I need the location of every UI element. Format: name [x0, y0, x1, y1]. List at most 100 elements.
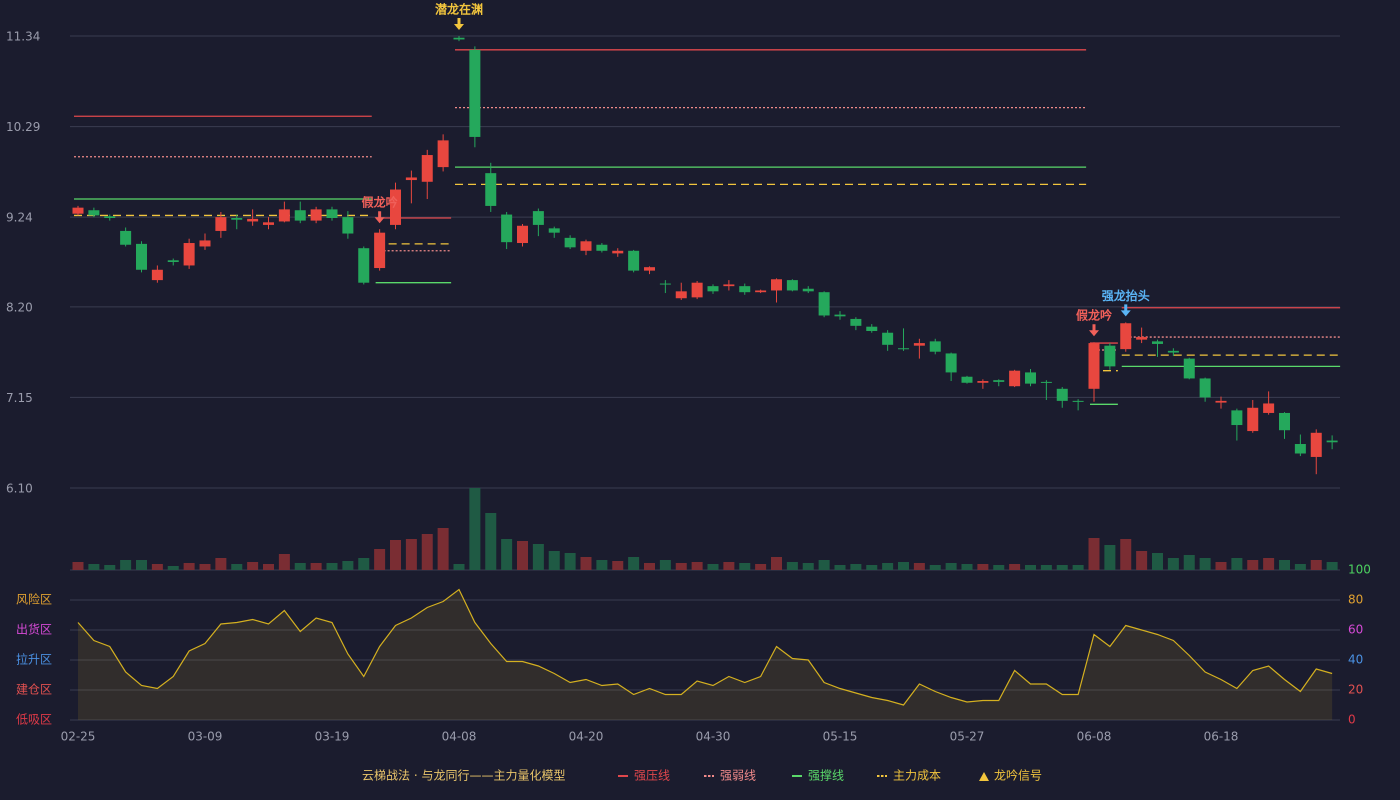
volume-bar: [532, 544, 544, 570]
candle-body: [898, 348, 909, 350]
y2-tick-label: 40: [1348, 653, 1363, 667]
candle-body: [564, 237, 576, 248]
candle-body: [263, 222, 274, 225]
volume-bar: [1231, 558, 1243, 570]
volume-bar: [1040, 565, 1052, 570]
candle-body: [691, 282, 703, 298]
candle-body: [1263, 403, 1275, 413]
candle-body: [326, 209, 338, 219]
volume-bar: [802, 563, 814, 570]
volume-bar: [405, 539, 417, 570]
candle-body: [374, 232, 386, 269]
volume-bar: [421, 534, 433, 570]
volume-bar: [596, 560, 608, 570]
legend-label: 强撑线: [808, 768, 844, 783]
candle-body: [977, 381, 989, 383]
volume-bar: [1088, 538, 1100, 570]
candle-body: [104, 216, 116, 219]
x-tick-label: 05-27: [950, 730, 985, 744]
candle-body: [120, 230, 132, 245]
candle-body: [707, 286, 719, 292]
candle-body: [405, 177, 417, 181]
candle-body: [866, 326, 878, 332]
volume-bar: [1294, 564, 1306, 570]
candle-body: [1326, 440, 1338, 443]
candle-body: [517, 225, 528, 244]
candle-body: [723, 284, 735, 287]
volume-bar: [818, 560, 830, 570]
candle-body: [199, 240, 211, 247]
candle-body: [1215, 400, 1227, 403]
volume-bar: [247, 562, 259, 570]
signal-arrow: [1120, 304, 1131, 317]
volume-bar: [326, 563, 338, 570]
candle-body: [485, 173, 497, 206]
signal-arrow: [374, 211, 385, 224]
candle-body: [913, 343, 925, 346]
candle-body: [1247, 407, 1259, 432]
volume-bar: [739, 563, 751, 570]
volume-bar: [453, 564, 465, 570]
candle-body: [358, 248, 370, 283]
candle-body: [88, 210, 100, 216]
legend-label: 龙吟信号: [994, 768, 1042, 783]
signal-arrow: [454, 18, 464, 30]
volume-bar: [723, 562, 735, 570]
candle-body: [437, 140, 449, 168]
legend-label: 主力成本: [893, 769, 941, 783]
candle-body: [390, 189, 401, 225]
volume-bar: [1199, 558, 1211, 570]
volume-bar: [437, 528, 449, 570]
candle-body: [659, 283, 671, 285]
volume-bar: [612, 561, 624, 570]
candle-body: [961, 376, 973, 383]
candle-body: [628, 250, 640, 271]
signal-arrow: [1089, 324, 1099, 337]
y2-tick-label: 80: [1348, 593, 1363, 607]
y-tick-label: 7.15: [6, 391, 33, 405]
candle-body: [501, 214, 513, 243]
candle-body: [231, 218, 243, 220]
candle-body: [1167, 350, 1179, 353]
x-tick-label: 04-08: [442, 730, 477, 744]
volume-bar: [834, 565, 846, 570]
volume-bar: [1104, 545, 1116, 570]
volume-bar: [1215, 562, 1227, 570]
candle-body: [739, 286, 751, 293]
volume-bar: [628, 557, 640, 570]
candle-body: [278, 209, 290, 222]
candle-body: [818, 292, 830, 316]
candle-body: [342, 217, 354, 234]
candle-body: [675, 291, 687, 299]
candle-body: [167, 260, 179, 262]
volume-bar: [1152, 553, 1163, 570]
volume-bar: [136, 560, 147, 570]
candle-body: [802, 288, 814, 292]
volume-bar: [1167, 558, 1179, 570]
volume-bar: [644, 563, 655, 570]
candle-body: [1072, 400, 1084, 402]
y-tick-label: 8.20: [6, 300, 33, 314]
signal-label: 假龙吟: [1076, 308, 1112, 323]
volume-bar: [691, 562, 703, 570]
candle-body: [771, 279, 782, 291]
volume-bar: [993, 565, 1005, 570]
candle-body: [1120, 323, 1132, 350]
candle-body: [1088, 343, 1100, 389]
volume-bar: [517, 541, 528, 570]
y-tick-label: 10.29: [6, 120, 40, 134]
candle-body: [755, 290, 767, 293]
candle-body: [612, 250, 624, 254]
x-tick-label: 03-09: [188, 730, 223, 744]
zone-label: 风险区: [16, 592, 52, 607]
volume-bar: [358, 558, 370, 570]
candle-body: [1040, 381, 1052, 383]
zone-label: 出货区: [16, 622, 52, 637]
volume-bar: [1136, 551, 1148, 570]
volume-bar: [469, 488, 481, 570]
volume-bar: [199, 564, 211, 570]
volume-bar: [104, 565, 116, 570]
candle-body: [993, 380, 1005, 382]
zone-label: 低吸区: [16, 713, 52, 727]
